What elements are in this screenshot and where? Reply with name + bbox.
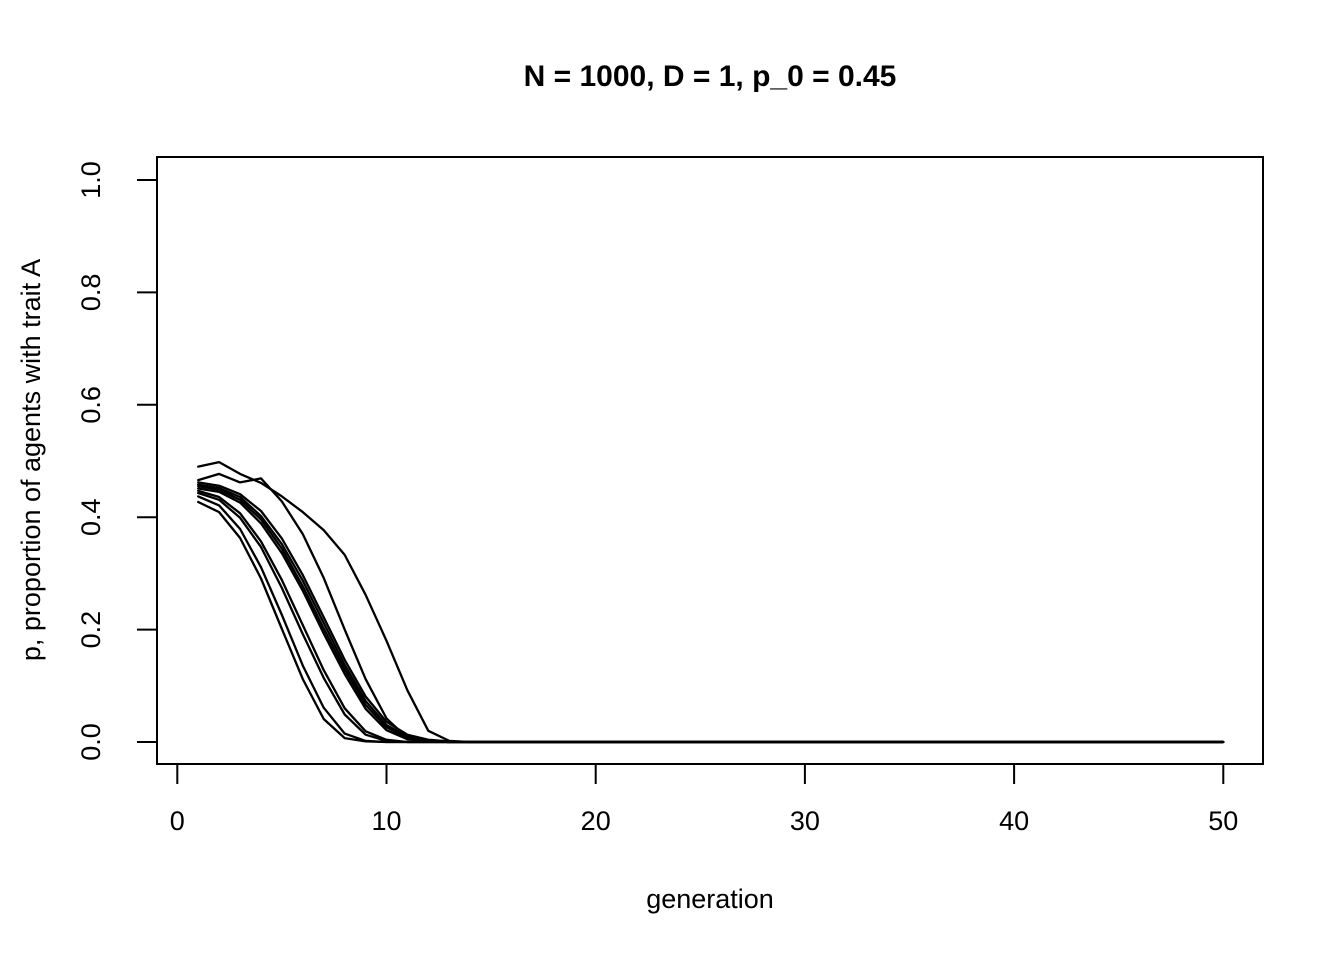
y-tick-label: 0.0 [76,723,106,761]
series-line-run-1 [197,460,1225,744]
x-tick-label: 40 [999,806,1029,836]
x-tick-label: 20 [581,806,611,836]
x-axis-title: generation [646,884,774,914]
series-line-run-8 [197,491,1225,744]
y-tick-label: 1.0 [76,161,106,199]
y-tick-label: 0.4 [76,498,106,536]
plot-box [156,156,1264,765]
y-tick-label: 0.2 [76,611,106,649]
series-line-run-6 [197,487,1225,744]
series-line-run-2 [197,472,1225,744]
y-tick-label: 0.8 [76,274,106,312]
x-axis: 0 10 20 30 40 50 [170,764,1238,836]
x-tick-label: 10 [371,806,401,836]
series-line-run-7 [197,489,1225,744]
y-tick-label: 0.6 [76,386,106,424]
y-axis: 0.0 0.2 0.4 0.6 0.8 1.0 [76,161,157,761]
series-line-run-3 [197,481,1225,744]
y-axis-title: p, proportion of agents with trait A [16,259,46,661]
series-line-run-5 [197,485,1225,744]
x-tick-label: 0 [170,806,185,836]
series-line-run-9 [197,495,1225,744]
x-tick-label: 30 [790,806,820,836]
series-line-run-10 [197,500,1225,744]
x-tick-label: 50 [1208,806,1238,836]
series-lines [197,460,1225,744]
chart-title: N = 1000, D = 1, p_0 = 0.45 [524,60,897,93]
series-line-run-4 [197,483,1225,744]
